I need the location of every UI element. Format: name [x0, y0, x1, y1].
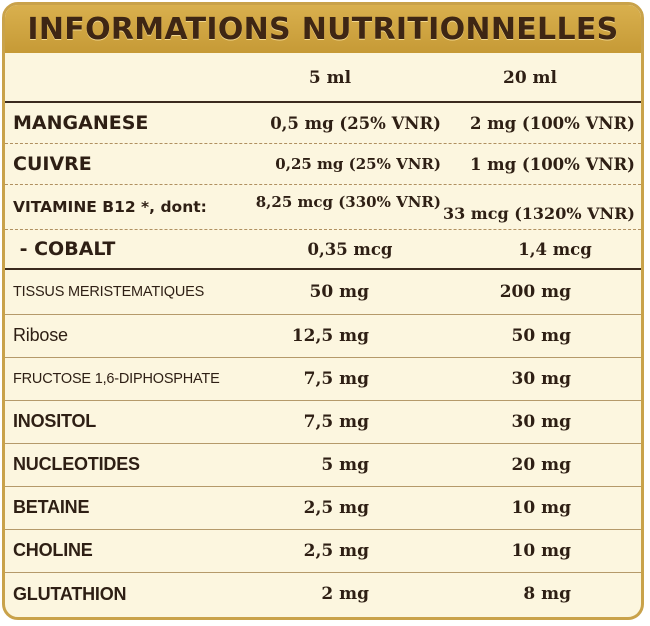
row-value-20ml: 1 mg (100% VNR) — [469, 154, 635, 174]
row-value-20ml: 1,4 mcg — [518, 239, 592, 259]
row-value-5ml: 2,5 mg — [303, 540, 369, 561]
table-row: CHOLINE 2,5 mg 10 mg — [5, 530, 641, 571]
row-value-5ml: 12,5 mg — [291, 325, 369, 346]
row-value-5ml: 5 mg — [321, 454, 369, 475]
row-label: MANGANESE — [13, 112, 149, 134]
table-row: FRUCTOSE 1,6-DIPHOSPHATE 7,5 mg 30 mg — [5, 358, 641, 399]
table-row: INOSITOL 7,5 mg 30 mg — [5, 401, 641, 442]
row-value-20ml: 30 mg — [511, 368, 571, 389]
row-value-20ml: 200 mg — [499, 282, 571, 302]
header-divider — [5, 101, 641, 103]
column-header-5ml: 5 ml — [308, 68, 352, 88]
table-row: MANGANESE 0,5 mg (25% VNR) 2 mg (100% VN… — [5, 104, 641, 142]
row-divider — [5, 184, 641, 185]
row-label: BETAINE — [13, 497, 90, 517]
table-row: Ribose 12,5 mg 50 mg — [5, 315, 641, 356]
row-value-5ml: 2 mg — [321, 584, 369, 604]
row-divider — [5, 143, 641, 144]
row-value-20ml: 33 mcg (1320% VNR) — [442, 204, 635, 223]
row-divider — [5, 314, 641, 315]
row-value-5ml: 2,5 mg — [303, 497, 369, 518]
row-value-20ml: 50 mg — [511, 325, 571, 346]
row-label: CHOLINE — [13, 540, 93, 560]
row-value-5ml: 0,25 mg (25% VNR) — [275, 155, 441, 173]
row-divider — [5, 400, 641, 401]
row-value-5ml: 7,5 mg — [303, 368, 369, 389]
row-divider — [5, 443, 641, 444]
row-divider — [5, 529, 641, 530]
table-row: CUIVRE 0,25 mg (25% VNR) 1 mg (100% VNR) — [5, 145, 641, 183]
nutrition-panel: INFORMATIONS NUTRITIONNELLES 5 ml 20 ml … — [2, 2, 644, 620]
row-label: - COBALT — [13, 238, 116, 260]
row-value-5ml: 7,5 mg — [303, 411, 369, 432]
row-label: Ribose — [13, 325, 68, 345]
table-row: TISSUS MERISTEMATIQUES 50 mg 200 mg — [5, 271, 641, 313]
table-row: - COBALT 0,35 mcg 1,4 mcg — [5, 231, 641, 267]
table-row: NUCLEOTIDES 5 mg 20 mg — [5, 444, 641, 485]
row-value-5ml: 8,25 mcg (330% VNR) — [255, 193, 441, 211]
row-value-5ml: 0,5 mg (25% VNR) — [270, 113, 441, 133]
row-value-20ml: 30 mg — [511, 411, 571, 432]
row-value-20ml: 2 mg (100% VNR) — [469, 113, 635, 133]
row-value-20ml: 10 mg — [511, 540, 571, 561]
row-divider — [5, 229, 641, 230]
section-divider — [5, 268, 641, 270]
row-divider — [5, 572, 641, 573]
row-label: TISSUS MERISTEMATIQUES — [13, 284, 205, 300]
row-value-20ml: 20 mg — [511, 454, 571, 475]
table-row: BETAINE 2,5 mg 10 mg — [5, 487, 641, 528]
row-label: GLUTATHION — [13, 583, 127, 604]
column-header-20ml: 20 ml — [502, 68, 558, 88]
column-header-row: 5 ml 20 ml — [5, 57, 641, 99]
row-value-20ml: 8 mg — [523, 584, 571, 604]
row-divider — [5, 486, 641, 487]
row-value-20ml: 10 mg — [511, 497, 571, 518]
row-label: CUIVRE — [13, 153, 92, 175]
row-value-5ml: 0,35 mcg — [307, 239, 393, 259]
row-divider — [5, 357, 641, 358]
row-label: VITAMINE B12 *, dont: — [13, 198, 207, 216]
row-label: INOSITOL — [13, 411, 97, 431]
row-label: FRUCTOSE 1,6-DIPHOSPHATE — [13, 370, 220, 387]
row-value-5ml: 50 mg — [309, 282, 369, 302]
row-label: NUCLEOTIDES — [13, 454, 140, 474]
panel-title: INFORMATIONS NUTRITIONNELLES — [5, 5, 641, 53]
table-row: VITAMINE B12 *, dont: 8,25 mcg (330% VNR… — [5, 186, 641, 228]
table-row: GLUTATHION 2 mg 8 mg — [5, 573, 641, 615]
